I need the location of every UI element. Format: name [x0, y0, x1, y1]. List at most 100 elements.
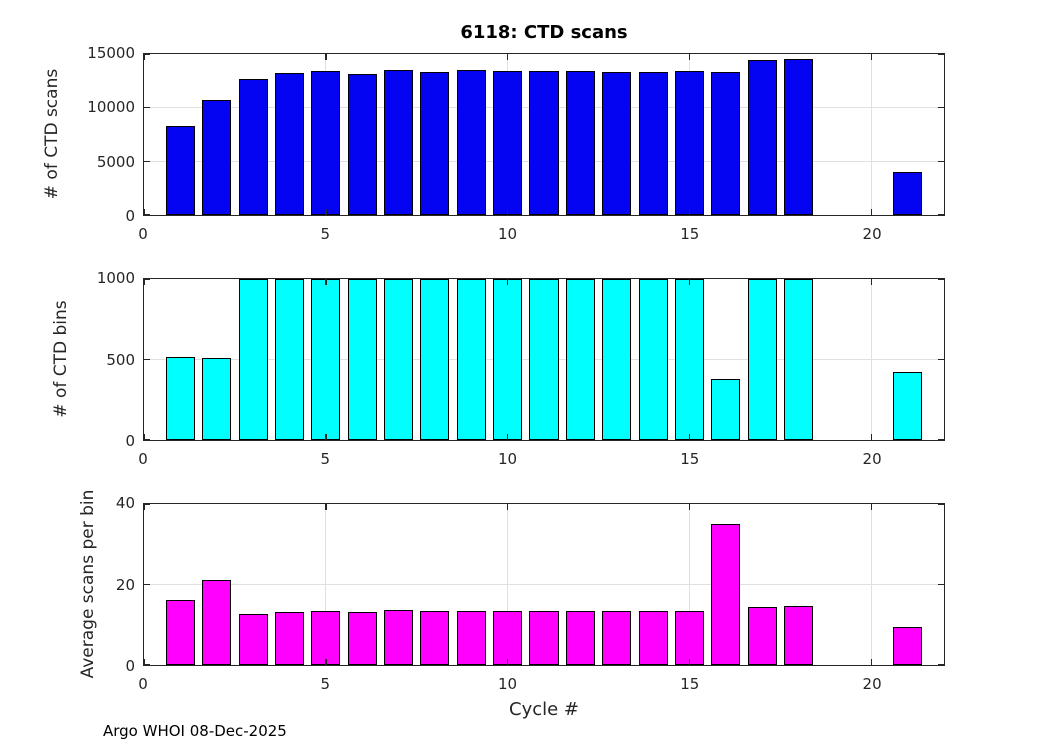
x-tick-mark: [143, 279, 145, 285]
x-tick-mark: [506, 659, 509, 665]
avg-scans-per-bin-bar-cycle-14: [638, 611, 668, 665]
ctd-bins-bar-cycle-7: [384, 279, 414, 440]
footer-text: Argo WHOI 08-Dec-2025: [103, 722, 287, 740]
x-tick-mark: [506, 209, 509, 215]
x-tick-mark: [506, 434, 509, 440]
y-tick-label-10000: 10000: [87, 98, 135, 117]
ctd-scans-bar-cycle-8: [420, 71, 450, 215]
x-tick-mark: [688, 659, 691, 665]
ctd-bins-bar-cycle-14: [638, 279, 668, 440]
x-tick-mark: [870, 434, 873, 440]
ctd-bins-bar-cycle-21: [893, 371, 923, 440]
x-tick-mark: [506, 279, 509, 285]
ctd-scans-bar-cycle-2: [202, 99, 232, 215]
y-tick-mark: [938, 503, 944, 505]
avg-scans-per-bin-bar-cycle-13: [602, 611, 632, 665]
y-tick-mark: [144, 106, 150, 109]
chart-title: 6118: CTD scans: [460, 22, 628, 43]
ctd-bins-bar-cycle-2: [202, 358, 232, 440]
x-axis-label: Cycle #: [509, 699, 579, 720]
y-tick-mark: [144, 664, 150, 666]
x-tick-mark: [870, 54, 873, 60]
avg-scans-plot: [143, 503, 945, 666]
x-tick-mark: [870, 659, 873, 665]
y-tick-mark: [938, 439, 944, 441]
x-tick-mark: [688, 504, 691, 510]
x-tick-label-5: 5: [320, 675, 331, 693]
y-tick-mark: [938, 53, 944, 55]
ctd-bins-bar-cycle-13: [602, 279, 632, 440]
avg-scans-per-bin-bar-cycle-12: [565, 611, 595, 665]
x-tick-mark: [143, 659, 145, 665]
ctd-bins-bar-cycle-9: [456, 279, 486, 440]
ctd-bins-bar-cycle-4: [274, 279, 304, 440]
y-tick-label-20: 20: [115, 575, 135, 594]
y-tick-mark: [144, 439, 150, 441]
ctd-bins-bar-cycle-3: [238, 279, 268, 440]
x-tick-mark: [870, 209, 873, 215]
x-tick-label-15: 15: [680, 450, 700, 468]
ctd-scans-bar-cycle-21: [893, 172, 923, 215]
ctd-scans-bar-cycle-16: [711, 72, 741, 215]
ctd-scans-bar-cycle-12: [565, 71, 595, 215]
x-tick-label-10: 10: [497, 450, 518, 468]
ctd-scans-bar-cycle-18: [784, 58, 814, 215]
ctd-scans-bar-cycle-14: [638, 71, 668, 215]
y-tick-mark: [938, 160, 944, 163]
ctd-bins-bar-cycle-10: [493, 279, 523, 440]
avg-scans-per-bin-bar-cycle-7: [384, 610, 414, 665]
ctd-scans-bar-cycle-13: [602, 71, 632, 215]
avg-scans-per-bin-bar-cycle-5: [311, 611, 341, 665]
ctd-scans-bar-cycle-1: [165, 125, 195, 215]
x-tick-mark: [325, 659, 327, 665]
ctd-scans-bar-cycle-10: [493, 71, 523, 215]
avg-scans-per-bin-bar-cycle-6: [347, 612, 377, 665]
x-tick-mark: [688, 54, 691, 60]
avg-scans-per-bin-bar-cycle-18: [784, 606, 814, 665]
x-tick-label-0: 0: [138, 675, 148, 693]
x-tick-label-20: 20: [862, 450, 882, 468]
x-tick-mark: [870, 504, 873, 510]
x-tick-label-15: 15: [680, 225, 700, 243]
y-tick-label-0: 0: [125, 432, 135, 450]
ctd-bins-bar-cycle-18: [784, 279, 814, 440]
x-tick-label-0: 0: [138, 450, 148, 468]
y-tick-mark: [144, 160, 150, 163]
ctd-bins-bar-cycle-17: [747, 279, 777, 440]
y-tick-label-15000: 15000: [87, 44, 135, 62]
y-tick-mark: [144, 214, 150, 216]
y-tick-label-0: 0: [125, 657, 135, 675]
ctd-scans-bar-cycle-17: [747, 59, 777, 215]
y-tick-mark: [938, 358, 944, 361]
ctd-bins-bar-cycle-11: [529, 279, 559, 440]
ctd-scans-bar-cycle-6: [347, 74, 377, 215]
x-tick-mark: [325, 434, 327, 440]
y-tick-mark: [144, 53, 150, 55]
ctd-scans-plot: [143, 53, 945, 216]
y-tick-label-500: 500: [106, 350, 135, 369]
x-tick-label-15: 15: [680, 675, 700, 693]
x-tick-label-5: 5: [320, 225, 331, 243]
x-tick-label-5: 5: [320, 450, 331, 468]
avg-scans-per-bin-bar-cycle-9: [456, 610, 486, 665]
y-tick-label-1000: 1000: [96, 269, 135, 287]
x-tick-mark: [688, 279, 691, 285]
ctd-bins-bar-cycle-6: [347, 279, 377, 440]
ctd-scans-bar-cycle-4: [274, 73, 304, 215]
y-tick-mark: [938, 583, 944, 586]
y-tick-label-5000: 5000: [96, 152, 135, 171]
x-tick-mark: [325, 209, 327, 215]
ctd-bins-bar-cycle-12: [565, 279, 595, 440]
ctd-scans-bar-cycle-3: [238, 79, 268, 215]
avg-scans-per-bin-bar-cycle-21: [893, 627, 923, 665]
x-tick-mark: [506, 54, 509, 60]
gridline-x-20: [870, 54, 872, 215]
ctd-bins-plot: [143, 278, 945, 441]
ctd-bins-bar-cycle-8: [420, 279, 450, 440]
ctd-scans-bar-cycle-15: [674, 70, 704, 215]
x-tick-mark: [870, 279, 873, 285]
x-tick-mark: [325, 504, 327, 510]
x-tick-label-10: 10: [497, 225, 518, 243]
y-tick-mark: [938, 278, 944, 280]
ctd-bins-bar-cycle-5: [311, 279, 341, 440]
